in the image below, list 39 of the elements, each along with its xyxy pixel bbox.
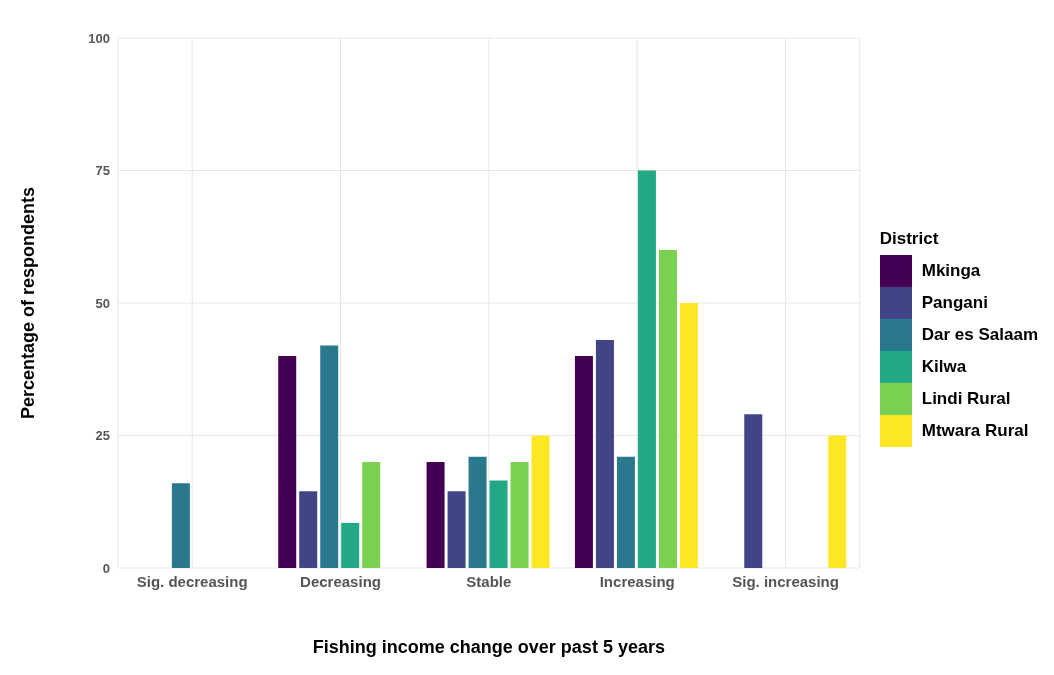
bar — [426, 462, 445, 568]
bar — [531, 435, 550, 568]
legend-label: Pangani — [921, 293, 988, 313]
y-tick-label: 100 — [88, 30, 110, 46]
y-tick-label: 50 — [95, 295, 110, 311]
bar — [299, 491, 318, 568]
bar — [320, 345, 339, 568]
x-axis-title: Fishing income change over past 5 years — [312, 637, 665, 657]
bar — [616, 456, 635, 568]
bar — [658, 250, 677, 568]
legend-label: Lindi Rural — [921, 389, 1011, 409]
bar — [468, 456, 487, 568]
bar — [341, 522, 360, 568]
legend-label: Mtwara Rural — [921, 421, 1029, 441]
y-axis-title: Percentage of respondents — [18, 186, 39, 420]
bar — [489, 480, 508, 568]
bar — [574, 356, 593, 568]
bar — [278, 356, 297, 568]
y-tick-label: 25 — [95, 428, 110, 444]
bar — [510, 462, 529, 568]
legend-label: Kilwa — [921, 357, 967, 377]
bar — [744, 414, 763, 568]
legend-label: Mkinga — [921, 261, 981, 281]
bar — [679, 303, 698, 568]
x-tick-label: Increasing — [599, 572, 675, 590]
x-tick-label: Decreasing — [300, 572, 381, 590]
x-tick-label: Sig. increasing — [732, 572, 839, 590]
bar — [828, 435, 847, 568]
y-tick-label: 0 — [102, 560, 110, 576]
bar — [447, 491, 466, 568]
y-tick-label: 75 — [95, 163, 110, 179]
bar — [595, 340, 614, 568]
x-tick-label: Stable — [466, 572, 512, 590]
bar — [362, 462, 381, 568]
legend-label: Dar es Salaam — [921, 325, 1038, 345]
x-tick-label: Sig. decreasing — [136, 572, 248, 590]
bar — [637, 170, 656, 568]
legend-title: District — [879, 229, 940, 249]
bar — [171, 483, 190, 568]
